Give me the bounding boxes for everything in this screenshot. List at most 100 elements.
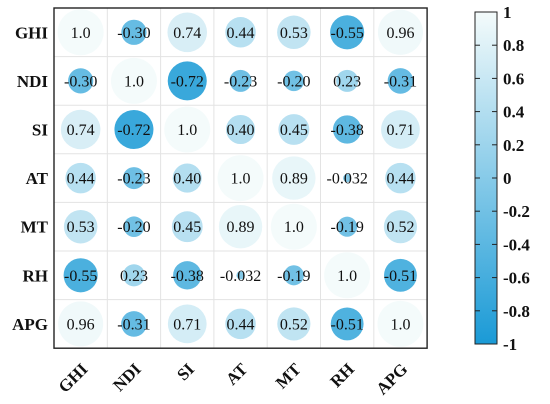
correlation-value-at-at: 1.0 (231, 171, 251, 188)
colorbar-tick-label: 0 (503, 169, 512, 188)
correlation-value-ghi-ndi: -0.30 (117, 25, 150, 42)
correlation-circle-at-at (217, 155, 264, 202)
correlation-circle-rh-ghi (63, 258, 98, 293)
correlation-value-apg-ghi: 0.96 (67, 316, 95, 333)
correlation-value-ndi-at: -0.23 (224, 73, 257, 90)
colorbar-tick-label: -0.4 (503, 235, 530, 254)
correlation-value-mt-ghi: 0.53 (67, 219, 95, 236)
correlation-circle-mt-apg (383, 210, 418, 244)
correlation-value-si-apg: 0.71 (386, 122, 414, 139)
column-labels: GHI NDI SI AT MT RH APG (55, 359, 412, 398)
colorbar-tick-label: -0.2 (503, 202, 530, 221)
colorbar-tick-label: 0.4 (503, 103, 525, 122)
column-label-at: AT (222, 359, 252, 389)
correlation-circle-ghi-rh (330, 15, 365, 50)
correlation-circle-ndi-at (229, 69, 252, 92)
column-label-ndi: NDI (109, 359, 145, 395)
colorbar-tick-label: 0.8 (503, 36, 524, 55)
correlation-value-apg-apg: 1.0 (390, 316, 410, 333)
correlation-circle-si-ghi (60, 109, 101, 150)
correlation-value-ndi-si: -0.72 (171, 73, 204, 90)
correlation-value-ndi-ghi: -0.30 (64, 73, 97, 90)
correlation-circle-si-mt (278, 114, 310, 145)
correlation-value-si-at: 0.40 (227, 122, 255, 139)
correlation-circle-apg-ndi (121, 311, 147, 337)
colorbar-tick-label: -0.6 (503, 269, 530, 288)
correlation-circle-ndi-ndi (110, 57, 157, 104)
correlation-value-rh-si: -0.38 (171, 268, 204, 285)
correlation-value-apg-rh: -0.51 (330, 316, 363, 333)
correlation-circle-apg-apg (377, 300, 424, 347)
correlation-values: 1.0 -0.30 0.74 0.44 0.53 -0.55 0.96 -0.30 1.0 -0.… (64, 25, 417, 334)
correlation-circle-rh-rh (324, 252, 371, 299)
correlation-value-apg-at: 0.44 (227, 316, 255, 333)
correlation-value-at-ghi: 0.44 (67, 171, 95, 188)
correlation-value-at-si: 0.40 (173, 171, 201, 188)
correlation-value-apg-si: 0.71 (173, 316, 201, 333)
correlation-circle-apg-ghi (58, 301, 104, 347)
correlation-value-mt-apg: 0.52 (386, 219, 414, 236)
correlation-value-si-mt: 0.45 (280, 122, 308, 139)
correlation-value-mt-si: 0.45 (173, 219, 201, 236)
correlation-value-apg-ndi: -0.31 (117, 316, 150, 333)
correlation-value-at-mt: 0.89 (280, 171, 308, 188)
correlation-circles (57, 9, 424, 347)
correlation-circle-rh-at (236, 271, 245, 280)
correlation-value-ghi-at: 0.44 (227, 25, 255, 42)
colorbar-tick-label: 0.6 (503, 69, 524, 88)
correlation-value-si-si: 1.0 (177, 122, 197, 139)
correlation-circle-si-at (226, 114, 256, 145)
row-labels: GHI NDI SI AT MT RH APG (12, 23, 49, 334)
correlation-value-rh-ghi: -0.55 (64, 268, 97, 285)
correlation-circle-ghi-si (167, 12, 208, 53)
correlation-circle-si-si (164, 106, 211, 153)
correlation-circle-at-ndi (122, 167, 145, 190)
column-label-apg: APG (372, 360, 411, 399)
correlation-circle-mt-si (171, 211, 203, 243)
colorbar-tick-label: -0.8 (503, 302, 530, 321)
correlation-value-ghi-rh: -0.55 (330, 25, 363, 42)
correlation-circle-apg-mt (277, 307, 311, 341)
correlation-circle-ghi-at (225, 17, 256, 48)
correlation-value-rh-at: -0.032 (220, 268, 261, 285)
column-label-rh: RH (327, 360, 358, 391)
correlation-value-mt-mt: 1.0 (284, 219, 304, 236)
correlation-value-ghi-apg: 0.96 (386, 25, 414, 42)
correlation-circle-ghi-ghi (57, 9, 104, 56)
correlation-value-rh-mt: -0.19 (277, 268, 310, 285)
correlation-circle-at-ghi (65, 162, 96, 194)
correlation-circle-ndi-si (167, 61, 207, 101)
correlation-circle-apg-si (167, 304, 207, 344)
correlation-value-at-apg: 0.44 (386, 171, 414, 188)
correlation-circle-ghi-apg (377, 9, 423, 55)
correlation-value-si-ghi: 0.74 (67, 122, 95, 139)
correlation-value-mt-ndi: -0.20 (117, 219, 150, 236)
colorbar-tick-label: 1 (503, 3, 512, 22)
correlation-circle-apg-rh (330, 307, 364, 341)
correlation-circle-ndi-mt (283, 70, 305, 92)
correlation-circle-mt-ndi (123, 216, 145, 237)
correlation-value-ndi-rh: 0.23 (333, 73, 361, 90)
correlation-value-at-ndi: -0.23 (117, 171, 150, 188)
colorbar: 1 0.8 0.6 0.4 0.2 0 -0.2 -0.4 -0.6 -0.8 -1 (474, 3, 530, 354)
row-label-rh: RH (23, 266, 49, 285)
correlation-circle-mt-at (218, 205, 263, 249)
correlation-value-ndi-apg: -0.31 (384, 73, 417, 90)
row-label-ndi: NDI (17, 72, 49, 91)
correlation-circle-si-apg (381, 110, 420, 149)
correlation-value-rh-apg: -0.51 (384, 268, 417, 285)
column-label-ghi: GHI (55, 359, 92, 396)
correlation-circle-si-rh (332, 115, 362, 144)
correlation-circle-at-si (172, 163, 202, 193)
row-label-mt: MT (21, 218, 49, 237)
correlation-circle-rh-ndi (122, 264, 145, 287)
colorbar-tick-label: -1 (503, 335, 517, 354)
column-label-mt: MT (272, 359, 305, 392)
correlation-circle-mt-mt (270, 203, 317, 250)
correlation-value-ghi-ghi: 1.0 (71, 25, 91, 42)
correlation-value-rh-rh: 1.0 (337, 268, 357, 285)
row-label-si: SI (32, 121, 48, 140)
correlation-circle-at-mt (272, 156, 316, 200)
correlation-value-at-rh: -0.032 (326, 171, 367, 188)
